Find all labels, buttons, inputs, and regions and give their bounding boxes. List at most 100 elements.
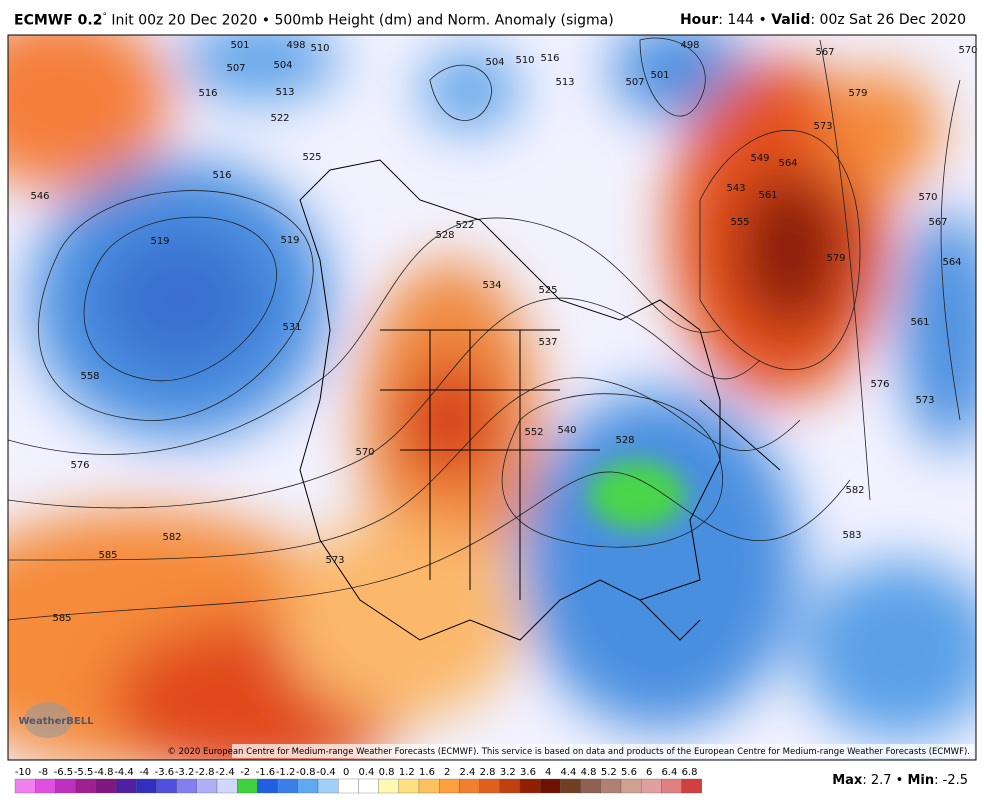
colorbar-label: 2 (444, 767, 450, 778)
valid: : 00z Sat 26 Dec 2020 (810, 12, 966, 28)
colorbar-label: 0.8 (379, 767, 395, 778)
colorbar-label: 0.4 (358, 767, 374, 778)
contour-label: 516 (212, 170, 231, 181)
contour-label: 583 (842, 530, 861, 541)
colorbar-swatch (519, 778, 541, 794)
contour-label: 573 (813, 121, 832, 132)
colorbar-label: 6.8 (682, 767, 698, 778)
colorbar-label: -4 (139, 767, 149, 778)
colorbar-swatch (277, 778, 298, 794)
init: Init 00z 20 Dec 2020 • 500mb Height (dm)… (106, 12, 614, 29)
colorbar-swatch (75, 778, 96, 794)
colorbar-swatch (297, 778, 319, 794)
contour-label: 543 (726, 183, 745, 194)
colorbar-swatch (499, 778, 521, 794)
colorbar-label: -3.2 (175, 767, 195, 778)
colorbar-swatch (540, 778, 561, 794)
contour-label: 570 (918, 192, 937, 203)
colorbar-swatch (560, 778, 581, 794)
contour-label: 498 (286, 40, 305, 51)
contour-label: 573 (915, 395, 934, 406)
colorbar-swatch (378, 778, 399, 794)
colorbar-swatch (661, 778, 682, 794)
contour-label: 549 (750, 153, 769, 164)
min-label: Min (907, 773, 934, 788)
colorbar-label: -10 (15, 767, 31, 778)
contour-label: 501 (650, 70, 669, 81)
colorbar-label: 3.6 (520, 767, 536, 778)
colorbar-label: 5.6 (621, 767, 637, 778)
colorbar-swatch (257, 778, 278, 794)
contour-label: 525 (302, 152, 321, 163)
contour-label: 534 (482, 280, 501, 291)
colorbar-swatch (620, 778, 642, 794)
contour-label: 519 (150, 236, 169, 247)
min: : -2.5 (934, 773, 968, 788)
colorbar-label: -2.4 (215, 767, 235, 778)
contour-label: 510 (515, 55, 534, 66)
max-label: Max (832, 773, 863, 788)
colorbar-label: -8 (38, 767, 48, 778)
contour-label: 519 (280, 235, 299, 246)
anomaly-field (8, 35, 976, 760)
height-contours (8, 37, 961, 621)
hour-label: Hour (679, 12, 719, 28)
contour-label: 561 (910, 317, 929, 328)
colorbar-label: -2 (240, 767, 250, 778)
colorbar-label: 4 (545, 767, 551, 778)
map-frame (7, 34, 977, 761)
logo-text: WeatherBELL (18, 716, 94, 727)
logo: WeatherBELL (18, 702, 94, 738)
colorbar-label: 4.4 (560, 767, 576, 778)
contour-label: 501 (230, 40, 249, 51)
colorbar-swatch (580, 778, 601, 794)
colorbar-label: 6.4 (661, 767, 677, 778)
colorbar-swatch (317, 778, 339, 794)
colorbar-label: -0.8 (296, 767, 316, 778)
contour-label: 555 (730, 217, 749, 228)
contour-label: 537 (538, 337, 557, 348)
colorbar-label: 0 (343, 767, 349, 778)
contour-label: 504 (485, 57, 504, 68)
header-right: Hour: 144 • Valid: 00z Sat 26 Dec 2020 (680, 12, 966, 28)
contour-label: 570 (958, 45, 977, 56)
contour-label: 528 (435, 230, 454, 241)
colorbar-label: -6.5 (54, 767, 74, 778)
colorbar-label: -4.4 (114, 767, 134, 778)
valid-label: Valid (771, 12, 811, 28)
contour-label: 576 (70, 460, 89, 471)
contour-label: 564 (942, 257, 961, 268)
colorbar-swatch (176, 778, 197, 794)
contour-label: 582 (162, 532, 181, 543)
contour-label: 585 (98, 550, 117, 561)
contour-label: 585 (52, 613, 71, 624)
contour-label: 573 (325, 555, 344, 566)
contour-label: 513 (275, 87, 294, 98)
colorbar-swatch (338, 778, 359, 794)
contour-label: 528 (615, 435, 634, 446)
colorbar-swatch (136, 778, 157, 794)
contour-label: 498 (680, 40, 699, 51)
contour-label: 582 (845, 485, 864, 496)
colorbar-swatch (216, 778, 238, 794)
colorbar-label: 6 (646, 767, 652, 778)
colorbar-swatch (196, 778, 218, 794)
colorbar-label: 1.2 (399, 767, 415, 778)
contour-label: 570 (355, 447, 374, 458)
contour-label: 507 (625, 77, 644, 88)
contour-label: 558 (80, 371, 99, 382)
colorbar-swatch (439, 778, 460, 794)
colorbar-swatch (35, 778, 56, 794)
contour-label: 525 (538, 285, 557, 296)
coastlines (299, 159, 781, 641)
colorbar-label: -1.6 (256, 767, 276, 778)
contour-label: 516 (198, 88, 217, 99)
contour-label: 522 (270, 113, 289, 124)
colorbar-swatch (115, 778, 137, 794)
colorbar-swatch (418, 778, 440, 794)
degree: ° (102, 12, 107, 22)
colorbar-label: 2.8 (480, 767, 496, 778)
colorbar-label: -4.8 (94, 767, 114, 778)
max: : 2.7 • (862, 773, 907, 788)
